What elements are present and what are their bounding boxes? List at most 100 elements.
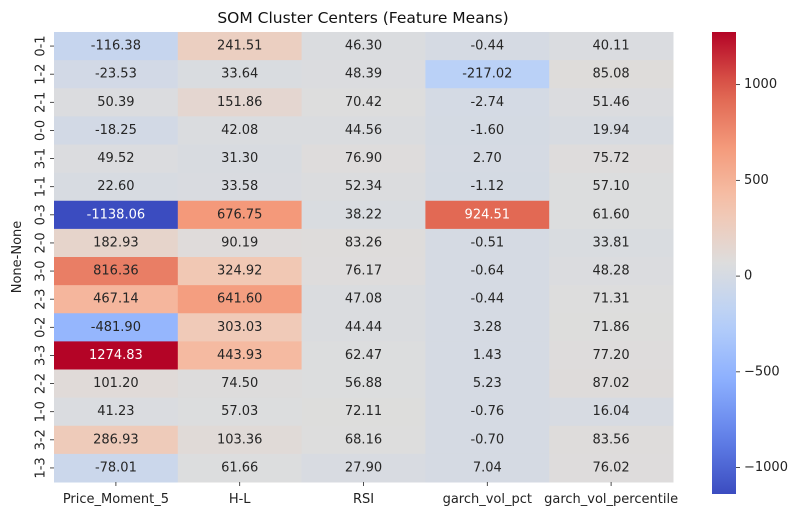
cell-label: -0.44: [470, 39, 504, 54]
cell-label: 74.50: [221, 376, 258, 391]
cell-label: 241.51: [217, 39, 263, 54]
heatmap-cell: [301, 60, 426, 89]
cell-label: 22.60: [97, 179, 134, 194]
heatmap-cell: [301, 341, 426, 371]
heatmap-cell: [301, 144, 426, 174]
x-axis-ticks: Price_Moment_5 H-L RSI garch_vol_pct garch_v…: [63, 482, 678, 507]
heatmap-cell: [549, 144, 674, 174]
heatmap-cell: [177, 285, 303, 314]
y-tick-label: 2-1: [34, 92, 49, 113]
cell-label: 83.56: [592, 432, 629, 447]
heatmap-cell: [425, 425, 550, 455]
cell-label: 16.04: [592, 404, 629, 419]
cell-label: 76.90: [345, 151, 382, 166]
cell-label: -481.90: [91, 320, 141, 335]
heatmap-cell: [177, 425, 303, 455]
cell-label: 31.30: [221, 151, 258, 166]
cell-label: 87.02: [592, 376, 629, 391]
y-tick-label: 0-0: [34, 120, 49, 141]
y-tick-label: 2-0: [34, 232, 49, 253]
heatmap-cell: [425, 285, 550, 314]
heatmap-cell: [54, 32, 179, 61]
heatmap-cell: [54, 228, 179, 258]
cell-label: 83.26: [345, 235, 382, 250]
heatmap-cell: [177, 32, 303, 61]
heatmap-cell: [549, 285, 674, 314]
y-tick-label: 0-2: [34, 317, 49, 338]
cell-label: 76.02: [592, 460, 629, 475]
heatmap-cell: [549, 88, 674, 117]
heatmap-cell: [177, 453, 303, 483]
cell-label: 42.08: [221, 123, 258, 138]
heatmap-cell: [54, 341, 179, 371]
cell-label: 61.60: [592, 207, 629, 222]
cell-label: 2.70: [473, 151, 502, 166]
heatmap-cell: [549, 425, 674, 455]
x-tick-label: garch_vol_percentile: [544, 492, 678, 507]
cell-label: 676.75: [217, 207, 263, 222]
x-tick-label: H-L: [229, 492, 251, 507]
cell-label: 924.51: [465, 207, 511, 222]
heatmap-cell: [549, 397, 674, 427]
heatmap-cell: [54, 88, 179, 117]
cell-label: 286.93: [93, 432, 139, 447]
cell-label: -116.38: [91, 39, 141, 54]
heatmap-cell: [54, 116, 179, 146]
heatmap-cell: [301, 453, 426, 483]
y-tick-label: 1-2: [34, 64, 49, 85]
heatmap-cell: [54, 60, 179, 89]
heatmap-cell: [549, 200, 674, 230]
cell-label: 68.16: [345, 432, 382, 447]
heatmap-cell: [301, 425, 426, 455]
cell-label: -0.64: [470, 264, 504, 279]
cell-label: 33.64: [221, 67, 258, 82]
heatmap-cell: [549, 369, 674, 399]
cell-label: -1138.06: [87, 207, 145, 222]
cell-label: 57.03: [221, 404, 258, 419]
cell-label: 90.19: [221, 235, 258, 250]
cell-label: 61.66: [221, 460, 258, 475]
colorbar-tick-label: −1000: [744, 460, 788, 475]
cell-label: 52.34: [345, 179, 382, 194]
cell-label: -1.12: [470, 179, 504, 194]
cell-label: 56.88: [345, 376, 382, 391]
colorbar-tick-label: 1000: [744, 77, 777, 92]
heatmap-cell: [177, 172, 303, 202]
heatmap-cell: [301, 369, 426, 399]
heatmap-cell: [425, 397, 550, 427]
heatmap-cell: [177, 88, 303, 117]
heatmap-cell: [54, 453, 179, 483]
y-tick-label: 1-3: [34, 457, 49, 478]
cell-label: 38.22: [345, 207, 382, 222]
y-tick-label: 1-1: [34, 176, 49, 197]
y-tick-label: 3-3: [34, 345, 49, 366]
cell-label: 77.20: [592, 348, 629, 363]
cell-label: 41.23: [97, 404, 134, 419]
y-tick-label: 1-0: [34, 401, 49, 422]
cell-label: -2.74: [470, 95, 504, 110]
heatmap-cell: [425, 116, 550, 146]
cell-label: -0.44: [470, 292, 504, 307]
heatmap-cell: [54, 144, 179, 174]
heatmap-cell: [549, 313, 674, 342]
y-axis-ticks: 0-1 1-2 2-1 0-0 3-1 1-1 0-3 2-0 3-0 2-3 0-2 3-3 2-2 1…: [34, 35, 54, 479]
colorbar-tick-label: −500: [744, 364, 780, 379]
cell-label: -78.01: [95, 460, 137, 475]
cell-label: 103.36: [217, 432, 263, 447]
colorbar: −1000 −500 0 500 1000: [712, 32, 788, 494]
y-tick-label: 0-1: [34, 35, 49, 56]
y-tick-label: 0-3: [34, 204, 49, 225]
heatmap-cell: [177, 228, 303, 258]
colorbar-gradient: [712, 32, 736, 494]
heatmap-cell: [425, 228, 550, 258]
heatmap-cell: [425, 257, 550, 286]
heatmap-cell: [54, 369, 179, 399]
cell-label: 76.17: [345, 264, 382, 279]
heatmap-cell: [425, 200, 550, 230]
colorbar-tick-label: 500: [744, 173, 769, 188]
heatmap-cell: [301, 88, 426, 117]
cell-label: 19.94: [592, 123, 629, 138]
x-tick-label: RSI: [353, 492, 374, 507]
heatmap-cell: [177, 144, 303, 174]
